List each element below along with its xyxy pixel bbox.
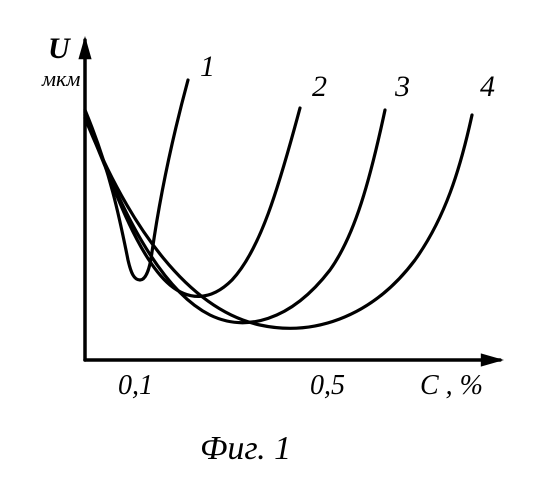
series-label-3: 3 [395,70,410,104]
series-label-4: 4 [480,70,495,104]
x-tick-0: 0,1 [118,370,153,402]
x-tick-1: 0,5 [310,370,345,402]
y-axis-unit: мкм [42,66,80,92]
line-chart: U мкм С , % 0,1 0,5 1 2 3 4 Фиг. 1 [0,0,549,500]
x-axis-label: С , % [420,370,483,402]
chart-svg [0,0,549,500]
figure-caption: Фиг. 1 [200,430,291,468]
series-label-2: 2 [312,70,327,104]
series-label-1: 1 [200,50,215,84]
y-axis-label: U [48,32,70,66]
